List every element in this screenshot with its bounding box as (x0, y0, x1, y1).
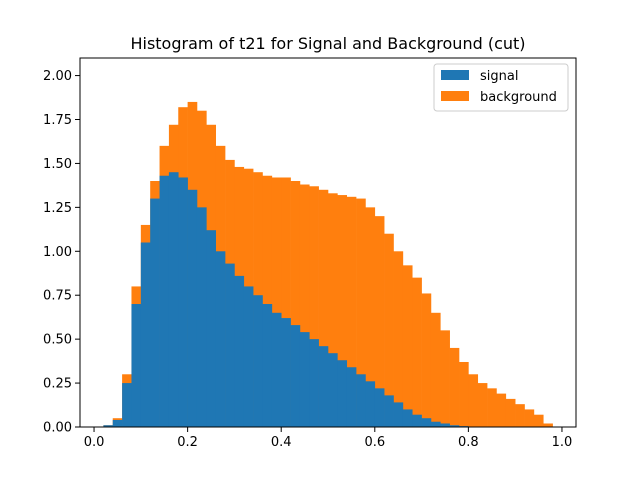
legend-label-signal: signal (480, 69, 518, 84)
bar-background-44 (505, 398, 516, 427)
bar-background-18 (262, 175, 273, 427)
bar-background-21 (290, 181, 301, 427)
x-tick-label: 0.0 (84, 435, 105, 450)
bar-signal-1 (103, 425, 114, 427)
bar-background-33 (402, 265, 413, 427)
bar-background-27 (346, 196, 357, 427)
bar-signal-19 (271, 312, 282, 427)
bars-layer (103, 101, 553, 428)
bar-background-47 (533, 414, 544, 427)
x-tick-label: 0.4 (271, 435, 292, 450)
bar-background-41 (477, 383, 488, 427)
bar-signal-22 (299, 332, 310, 427)
bar-background-30 (374, 216, 385, 427)
bar-signal-10 (187, 189, 198, 427)
bar-signal-18 (262, 304, 273, 427)
x-tick-label: 0.6 (364, 435, 385, 450)
bar-background-32 (393, 251, 404, 427)
bar-signal-21 (290, 325, 301, 427)
bar-signal-17 (253, 295, 263, 427)
bar-background-25 (328, 193, 338, 427)
bar-signal-3 (122, 383, 132, 427)
bar-background-20 (281, 177, 291, 427)
bar-signal-29 (365, 381, 376, 427)
bar-background-35 (421, 293, 432, 427)
bar-signal-28 (356, 374, 366, 427)
bar-signal-34 (412, 414, 422, 427)
x-tick-label: 0.2 (177, 435, 198, 450)
y-tick-label: 1.25 (43, 201, 72, 216)
chart-title: Histogram of t21 for Signal and Backgrou… (130, 34, 525, 53)
bar-signal-8 (168, 172, 179, 427)
y-tick-label: 0.00 (43, 421, 72, 436)
bar-signal-4 (131, 304, 142, 427)
bar-background-42 (487, 388, 497, 427)
bar-signal-14 (225, 263, 235, 427)
bar-signal-7 (159, 175, 170, 427)
bar-background-34 (412, 277, 422, 427)
bar-signal-16 (243, 286, 254, 427)
legend-label-background: background (480, 90, 557, 105)
bar-background-46 (524, 409, 535, 427)
y-tick-label: 0.25 (43, 377, 72, 392)
bar-signal-25 (328, 353, 338, 427)
legend-swatch-signal (441, 70, 469, 80)
bar-signal-33 (402, 409, 413, 427)
bar-background-28 (356, 198, 366, 427)
bar-signal-26 (337, 360, 348, 427)
bar-signal-13 (215, 251, 226, 427)
bar-signal-35 (421, 418, 432, 427)
x-axis-ticks: 0.0 0.2 0.4 0.6 0.8 1.0 (84, 427, 573, 450)
bar-background-45 (515, 404, 525, 427)
bar-signal-12 (206, 230, 216, 427)
bar-background-36 (430, 312, 441, 427)
x-tick-label: 1.0 (552, 435, 573, 450)
legend-swatch-background (441, 91, 469, 101)
bar-signal-6 (150, 198, 160, 427)
bar-signal-20 (281, 318, 291, 427)
y-tick-label: 1.50 (43, 157, 72, 172)
bar-background-48 (543, 423, 553, 427)
y-tick-label: 2.00 (43, 69, 72, 84)
y-axis-ticks: 0.00 0.25 0.50 0.75 1.00 1.25 1.50 1.75 2.00 (43, 69, 80, 436)
bar-background-22 (299, 184, 310, 427)
bar-signal-36 (430, 421, 441, 427)
bar-signal-11 (196, 207, 207, 427)
bar-background-31 (384, 233, 394, 427)
bar-background-43 (496, 393, 507, 427)
bar-signal-32 (393, 402, 404, 427)
bar-signal-2 (112, 419, 123, 427)
bar-signal-23 (309, 339, 319, 427)
bar-signal-31 (384, 395, 394, 427)
bar-signal-24 (318, 346, 329, 427)
legend: signal background (433, 63, 569, 112)
bar-signal-37 (440, 423, 450, 427)
bar-background-26 (337, 195, 348, 427)
bar-signal-30 (374, 388, 385, 427)
bar-background-24 (318, 189, 329, 427)
bar-background-19 (271, 177, 282, 427)
bar-background-38 (449, 347, 460, 427)
bar-signal-15 (234, 275, 245, 427)
bar-signal-38 (449, 425, 460, 427)
bar-background-40 (468, 374, 479, 427)
y-tick-label: 1.75 (43, 113, 72, 128)
axes-layer (79, 57, 577, 428)
x-tick-label: 0.8 (458, 435, 479, 450)
y-tick-label: 0.75 (43, 289, 72, 304)
bar-signal-9 (178, 177, 188, 427)
y-tick-label: 0.50 (43, 333, 72, 348)
bar-signal-5 (140, 242, 151, 427)
bar-background-23 (309, 186, 319, 427)
bar-background-37 (440, 330, 450, 427)
plot-frame (79, 57, 577, 428)
bar-background-29 (365, 207, 376, 427)
bar-background-39 (459, 361, 469, 427)
y-tick-label: 1.00 (43, 245, 72, 260)
bar-signal-27 (346, 367, 357, 427)
